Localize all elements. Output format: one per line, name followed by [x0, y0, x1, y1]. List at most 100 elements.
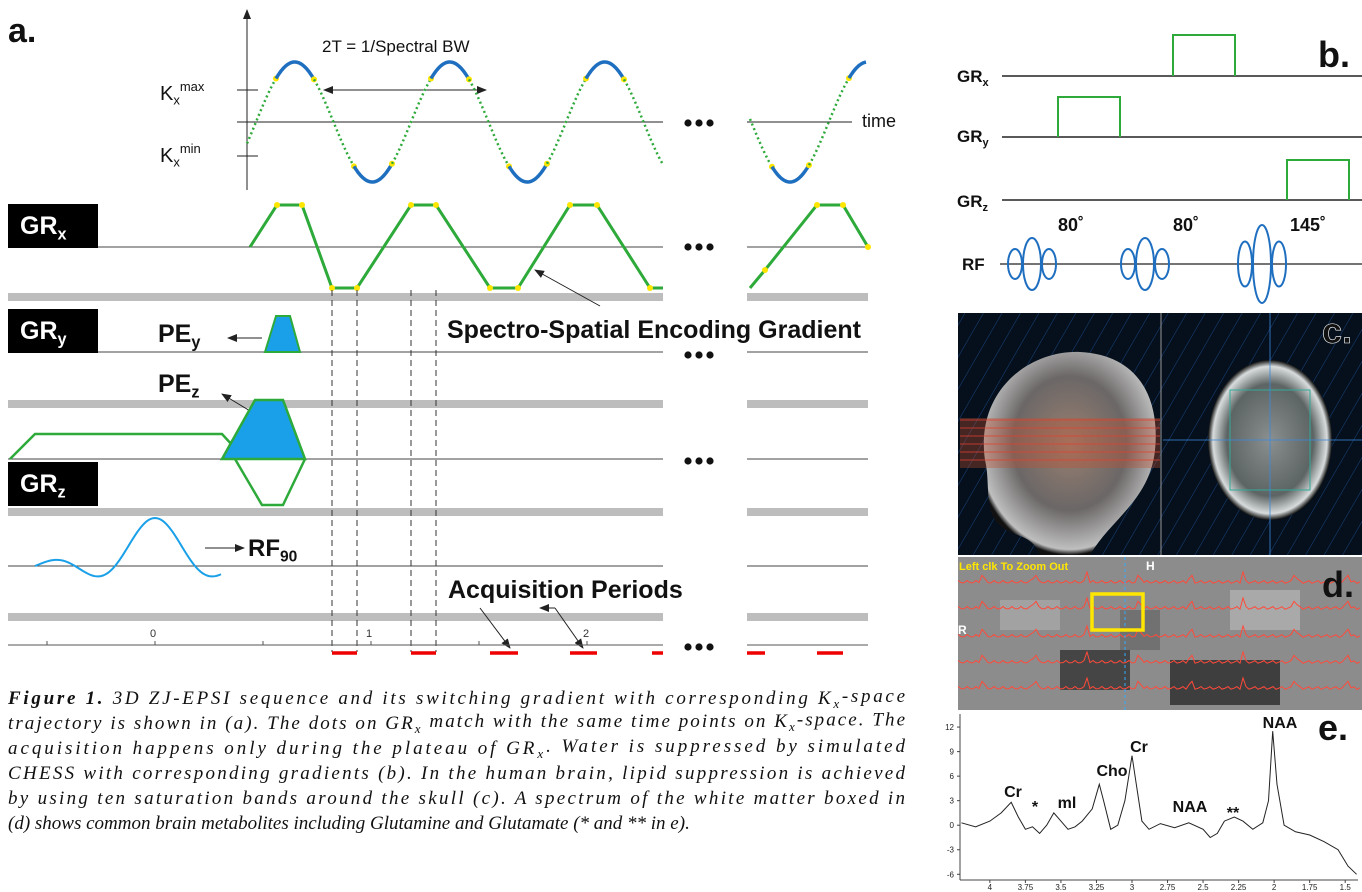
x-tick-label: 2.75	[1160, 883, 1176, 892]
x-tick-label: 1.75	[1302, 883, 1318, 892]
label-base: PE	[158, 320, 191, 348]
peak-label: ml	[1058, 795, 1077, 812]
k-trajectory	[354, 164, 392, 182]
acquisition-label: Acquisition Periods	[448, 576, 683, 604]
zoom-hint: Left clk To Zoom Out	[959, 561, 1069, 573]
caption-line: by using ten saturation bands around the…	[8, 788, 905, 809]
ellipsis-dot	[684, 243, 691, 250]
label-sub: x	[173, 93, 180, 108]
x-tick-label: 3.75	[1018, 883, 1034, 892]
y-tick-label: -3	[947, 846, 955, 855]
separator	[8, 293, 663, 301]
tissue-patch	[1230, 590, 1300, 630]
label-sub: x	[58, 226, 67, 244]
k-trajectory	[247, 79, 276, 144]
caption-line: trajectory is shown in (a). The dots on …	[8, 709, 905, 736]
k-trajectory	[509, 164, 547, 182]
label-base: PE	[158, 370, 191, 398]
timeline-label: 1	[366, 628, 372, 640]
caption-text: CHESS with corresponding gradients (b). …	[8, 763, 905, 784]
k-trajectory	[547, 79, 586, 164]
k-trajectory	[750, 119, 772, 167]
peak-label: Cr	[1130, 739, 1148, 756]
timeline-label: 0	[150, 628, 156, 640]
rf-label: RF	[962, 255, 985, 274]
panel-label: b.	[1318, 34, 1350, 75]
tissue-patch	[1170, 660, 1280, 705]
pe-y-label: PEy	[158, 320, 200, 352]
phase-lobe	[222, 400, 305, 459]
kx-min-label: Kxmin	[160, 141, 201, 170]
separator	[747, 613, 868, 621]
channel-label: GRz	[957, 192, 989, 214]
label-base: GR	[957, 67, 983, 86]
panel-label: e.	[1318, 707, 1348, 748]
ellipsis-dot	[695, 119, 702, 126]
panel-label: c.	[1322, 310, 1352, 351]
caption-line: Figure 1. 3D ZJ-EPSI sequence and its sw…	[7, 686, 905, 711]
label-sub: z	[58, 484, 66, 502]
ellipsis-dot	[706, 457, 713, 464]
y-tick-label: 12	[945, 723, 954, 732]
k-trajectory	[276, 62, 314, 79]
rf-pulse	[35, 518, 221, 576]
separator	[8, 508, 663, 516]
flip-angle: 80˚	[1058, 215, 1084, 235]
caption-line: CHESS with corresponding gradients (b). …	[8, 763, 905, 784]
y-tick-label: 6	[950, 772, 955, 781]
time-point	[408, 202, 414, 208]
ellipsis-dot	[695, 243, 702, 250]
figure: a.KxmaxKxmintime2T = 1/Spectral BWGRxGRy…	[0, 0, 1362, 892]
caption-sub: x	[536, 746, 543, 761]
time-point	[567, 202, 573, 208]
x-tick-label: 2	[1272, 883, 1277, 892]
y-tick-label: -6	[947, 870, 955, 879]
x-tick-label: 4	[988, 883, 993, 892]
label-base: GR	[957, 192, 983, 211]
time-point	[840, 202, 846, 208]
gradient-waveform	[235, 459, 305, 505]
label-sub: z	[191, 384, 199, 402]
time-point	[274, 202, 280, 208]
peak-label: Cr	[1004, 784, 1022, 801]
ellipsis-dot	[706, 643, 713, 650]
x-tick-label: 3.5	[1055, 883, 1067, 892]
time-point	[762, 267, 768, 273]
ellipsis-dot	[706, 243, 713, 250]
x-tick-label: 3	[1130, 883, 1135, 892]
flip-angle: 145˚	[1290, 215, 1326, 235]
k-trajectory	[586, 62, 624, 79]
k-trajectory	[772, 165, 809, 182]
panel-label: a.	[8, 12, 36, 50]
ellipsis-dot	[695, 457, 702, 464]
x-tick-label: 2.25	[1231, 883, 1247, 892]
kx-max-label: Kxmax	[160, 79, 205, 108]
separator	[8, 400, 663, 408]
label-sub: y	[191, 334, 200, 352]
panel-label: d.	[1322, 564, 1354, 605]
label-base: GR	[20, 212, 58, 240]
ellipsis-dot	[706, 119, 713, 126]
caption-line: acquisition happens only during the plat…	[8, 736, 905, 761]
tissue-patch	[1060, 650, 1130, 690]
tissue-patch	[1000, 600, 1060, 630]
label-base: GR	[20, 470, 58, 498]
peak-label: *	[1032, 799, 1039, 816]
k-trajectory	[469, 79, 509, 166]
label-sub: y	[58, 331, 67, 349]
ellipsis-dot	[684, 457, 691, 464]
ellipsis-dot	[695, 351, 702, 358]
spectrum	[961, 731, 1356, 874]
time-point	[647, 285, 653, 291]
caption-text: (d) shows common brain metabolites inclu…	[8, 813, 690, 834]
caption-text: by using ten saturation bands around the…	[8, 788, 905, 809]
label-sub: 90	[280, 548, 298, 565]
caption-text: trajectory is shown in (a). The dots on …	[8, 713, 413, 734]
label-sub: z	[983, 202, 989, 214]
y-tick-label: 9	[950, 748, 955, 757]
time-point	[433, 202, 439, 208]
label-base: K	[160, 83, 174, 105]
timeline-label: 2	[583, 628, 589, 640]
time-point	[515, 285, 521, 291]
label-base: GR	[957, 127, 983, 146]
